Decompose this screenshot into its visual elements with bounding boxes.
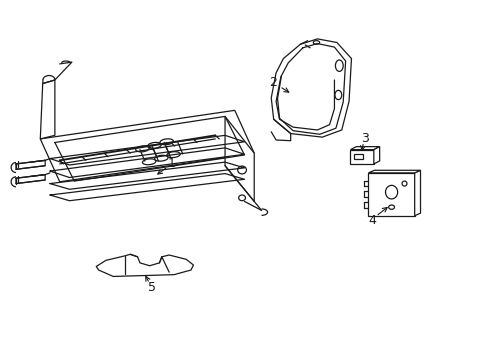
Polygon shape [373, 147, 379, 164]
Text: 1: 1 [167, 157, 175, 170]
Polygon shape [350, 147, 379, 150]
Text: 5: 5 [148, 282, 156, 294]
Ellipse shape [238, 195, 245, 201]
Ellipse shape [313, 41, 319, 44]
Ellipse shape [388, 205, 394, 209]
Polygon shape [414, 170, 420, 216]
Polygon shape [40, 111, 254, 182]
Ellipse shape [135, 146, 149, 152]
Text: 3: 3 [361, 132, 368, 145]
Polygon shape [354, 154, 363, 159]
Ellipse shape [401, 181, 406, 186]
Ellipse shape [160, 139, 173, 145]
Polygon shape [368, 173, 414, 216]
Polygon shape [271, 39, 351, 137]
Text: 2: 2 [268, 76, 276, 89]
Polygon shape [350, 150, 373, 164]
Ellipse shape [142, 159, 156, 165]
Polygon shape [224, 116, 254, 202]
Ellipse shape [166, 152, 180, 158]
Polygon shape [40, 80, 55, 139]
Ellipse shape [334, 90, 341, 100]
Polygon shape [368, 170, 420, 173]
Ellipse shape [147, 143, 161, 148]
Ellipse shape [237, 166, 246, 174]
Text: 4: 4 [367, 213, 375, 226]
Ellipse shape [154, 155, 168, 161]
Polygon shape [96, 254, 193, 276]
Ellipse shape [385, 185, 397, 199]
Ellipse shape [335, 60, 343, 71]
